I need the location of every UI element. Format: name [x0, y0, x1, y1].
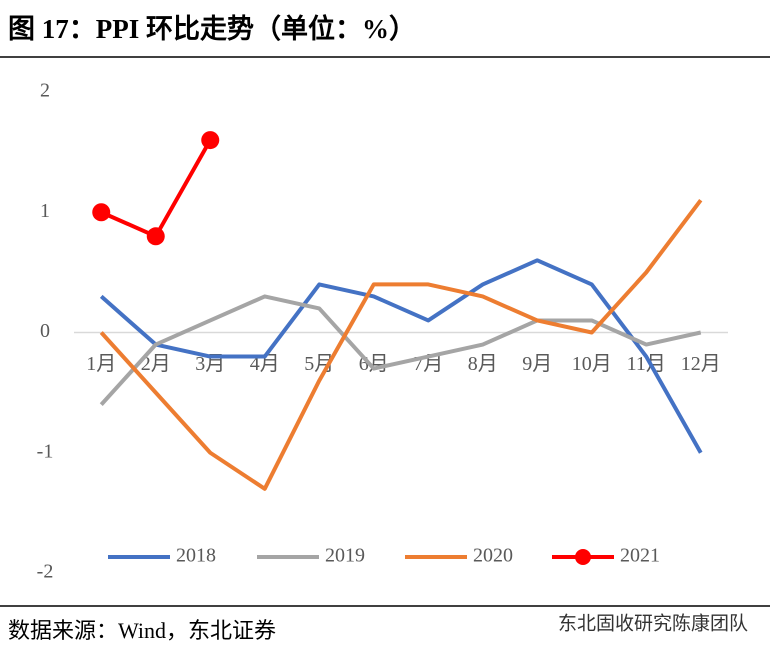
y-tick-label: 0: [40, 320, 50, 342]
x-tick-label: 8月: [468, 353, 498, 375]
x-tick-label: 12月: [681, 353, 721, 375]
series-marker: [201, 131, 220, 150]
legend-label: 2018: [176, 545, 216, 567]
series-line: [99, 199, 703, 491]
x-tick-label: 3月: [195, 353, 225, 375]
chart-title: 图 17：PPI 环比走势（单位：%）: [8, 13, 416, 44]
legend-label: 2020: [473, 545, 513, 567]
y-tick-label: 1: [40, 200, 50, 222]
watermark: 东北固收研究陈康团队: [558, 613, 748, 635]
x-tick-label: 11月: [627, 353, 666, 375]
source: 数据来源：Wind，东北证券: [8, 618, 276, 643]
x-tick-label: 10月: [572, 353, 612, 375]
x-tick-label: 2月: [141, 353, 171, 375]
series-marker: [146, 227, 165, 246]
legend-label: 2019: [325, 545, 365, 567]
legend-marker: [575, 549, 591, 565]
series-marker: [92, 203, 111, 222]
x-tick-label: 4月: [250, 353, 280, 375]
series-line: [100, 139, 212, 239]
x-tick-label: 1月: [86, 353, 116, 375]
x-tick-label: 9月: [522, 353, 552, 375]
legend-label: 2021: [620, 545, 660, 567]
y-tick-label: 2: [40, 80, 50, 102]
series-line: [99, 258, 703, 454]
y-tick-label: -2: [37, 561, 54, 583]
y-tick-label: -1: [37, 440, 54, 462]
